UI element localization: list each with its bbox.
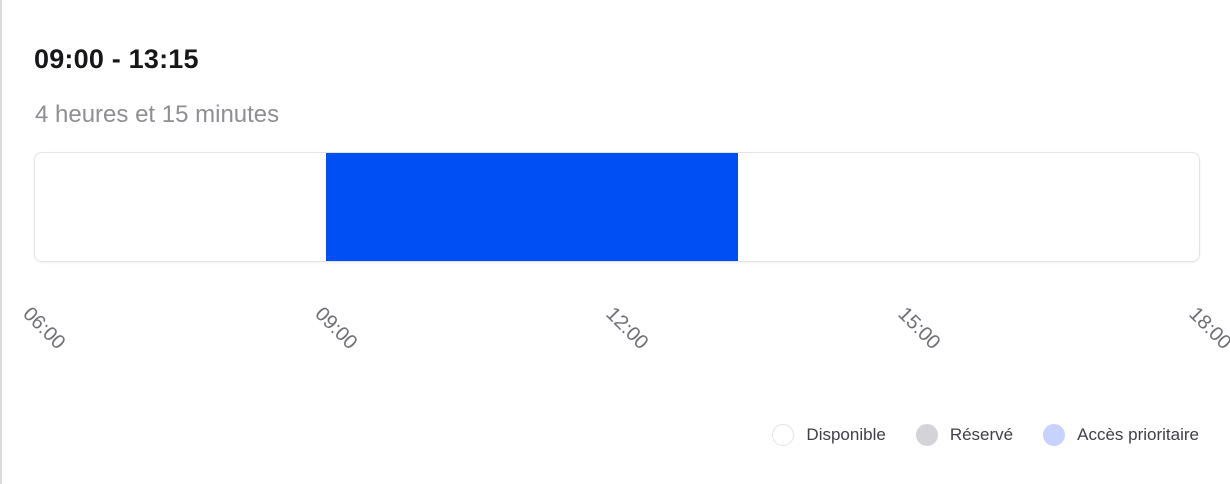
legend: Disponible Réservé Accès prioritaire <box>772 424 1199 446</box>
legend-label-reserve: Réservé <box>949 425 1014 444</box>
time-axis: 06:00 09:00 12:00 15:00 18:00 <box>18 303 1230 403</box>
axis-tick-label: 18:00 <box>1184 303 1230 354</box>
axis-tick-label: 15:00 <box>892 303 944 354</box>
left-edge-divider <box>0 0 2 484</box>
axis-tick-label: 06:00 <box>18 303 70 354</box>
selected-range-segment[interactable] <box>326 153 739 261</box>
legend-swatch-disponible <box>772 424 795 446</box>
legend-item-reserve: Réservé <box>915 424 1014 446</box>
availability-timeline-track[interactable] <box>34 152 1200 262</box>
axis-tick-label: 09:00 <box>309 303 361 354</box>
time-range-title: 09:00 - 13:15 <box>34 44 199 74</box>
legend-swatch-reserve <box>915 424 938 446</box>
legend-swatch-acces-prioritaire <box>1043 424 1066 446</box>
legend-item-disponible: Disponible <box>772 424 886 446</box>
legend-label-acces-prioritaire: Accès prioritaire <box>1077 425 1199 444</box>
duration-subtitle: 4 heures et 15 minutes <box>35 101 280 128</box>
axis-tick-label: 12:00 <box>601 303 653 354</box>
legend-label-disponible: Disponible <box>806 425 886 444</box>
legend-item-acces-prioritaire: Accès prioritaire <box>1043 424 1199 446</box>
